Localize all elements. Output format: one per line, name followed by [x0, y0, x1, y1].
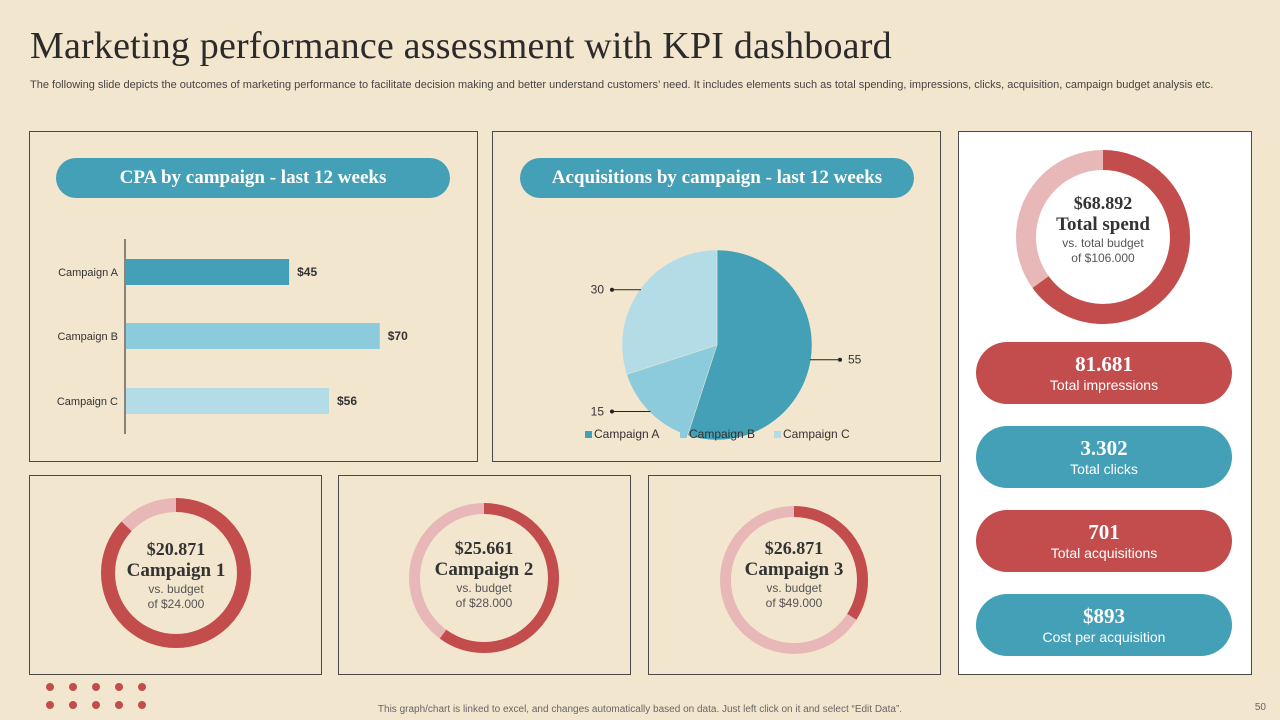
- bar-campaign-b: [126, 323, 380, 349]
- dot-icon: [138, 701, 146, 709]
- stat-total-acquisitions: 701 Total acquisitions: [976, 510, 1232, 572]
- campaign-1-budget: of $24.000: [147, 597, 205, 611]
- acquisitions-panel: Acquisitions by campaign - last 12 weeks…: [492, 131, 941, 462]
- dot-icon: [46, 683, 54, 691]
- stat-value: 81.681: [1075, 352, 1133, 376]
- acquisitions-pie-chart: 55 15 30 Campaign A Campaign B Campaign C: [585, 249, 862, 441]
- donut-progress: [409, 503, 559, 653]
- bar-category-label: Campaign B: [57, 331, 118, 343]
- total-spend-sub2: of $106.000: [1071, 251, 1135, 265]
- stat-label: Cost per acquisition: [1042, 629, 1166, 645]
- pie-leader-dot: [610, 409, 614, 414]
- page-number: 50: [1254, 702, 1266, 713]
- pie-leader-dot: [838, 357, 842, 362]
- dot-icon: [69, 701, 77, 709]
- dot-icon: [92, 701, 100, 709]
- stat-label: Total acquisitions: [1050, 545, 1158, 561]
- campaign-1-ring: [101, 498, 251, 648]
- pie-value-label: 15: [591, 405, 605, 419]
- stat-value: $893: [1083, 604, 1125, 628]
- bar-value-label: $70: [388, 329, 408, 343]
- stat-value: 3.302: [1080, 436, 1128, 460]
- campaign-2-sub1: vs. budget: [456, 581, 512, 595]
- donut-progress: [1016, 150, 1190, 324]
- total-spend-sub1: vs. total budget: [1062, 236, 1144, 250]
- stat-value: 701: [1088, 520, 1120, 544]
- bar-category-label: Campaign A: [58, 267, 119, 279]
- campaign-3-ring: [720, 506, 868, 654]
- campaign-2-ring: [409, 503, 559, 653]
- campaign-1-spend: $20.871: [146, 539, 206, 559]
- donut-progress: [720, 506, 868, 654]
- acquisitions-panel-header: Acquisitions by campaign - last 12 weeks: [520, 158, 914, 198]
- page-subtitle: The following slide depicts the outcomes…: [30, 79, 1214, 91]
- stat-total-impressions: 81.681 Total impressions: [976, 342, 1232, 404]
- campaign-1-panel: $20.871 Campaign 1 vs. budget of $24.000: [29, 475, 322, 675]
- bar-campaign-a: [126, 259, 290, 285]
- dot-icon: [138, 683, 146, 691]
- stat-label: Total clicks: [1070, 461, 1138, 477]
- legend-swatch: [680, 431, 687, 438]
- total-spend-value: $68.892: [1073, 193, 1133, 213]
- dot-icon: [46, 701, 54, 709]
- legend-label: Campaign C: [783, 427, 850, 441]
- campaign-3-sub1: vs. budget: [766, 581, 822, 595]
- pie-value-label: 30: [591, 283, 605, 297]
- decorative-dots: [46, 683, 146, 709]
- bar-value-label: $56: [337, 394, 357, 408]
- campaign-2-name: Campaign 2: [434, 559, 534, 580]
- total-spend-label: Total spend: [1056, 214, 1150, 235]
- campaign-3-budget: of $49.000: [765, 596, 823, 610]
- cpa-panel-header: CPA by campaign - last 12 weeks: [56, 158, 450, 198]
- cpa-bar-chart: Campaign A $45 Campaign B $70 Campaign C $56: [57, 239, 408, 434]
- pie-value-label: 55: [848, 353, 862, 367]
- campaign-2-panel: $25.661 Campaign 2 vs. budget of $28.000: [338, 475, 631, 675]
- bar-value-label: $45: [297, 265, 317, 279]
- total-spend-ring: [1016, 150, 1190, 324]
- campaign-1-sub1: vs. budget: [148, 582, 204, 596]
- legend-label: Campaign A: [594, 427, 659, 441]
- pie-leader-dot: [610, 287, 614, 292]
- stat-cost-per-acquisition: $893 Cost per acquisition: [976, 594, 1232, 656]
- bar-category-label: Campaign C: [57, 396, 118, 408]
- campaign-2-budget: of $28.000: [455, 596, 513, 610]
- campaign-3-name: Campaign 3: [744, 559, 844, 580]
- campaign-3-spend: $26.871: [764, 538, 824, 558]
- total-spend-donut: $68.892 Total spend vs. total budget of …: [1015, 149, 1191, 325]
- pie-slice-campaign-c: [621, 249, 718, 375]
- campaign-2-spend: $25.661: [454, 538, 514, 558]
- campaign-3-panel: $26.871 Campaign 3 vs. budget of $49.000: [648, 475, 941, 675]
- dot-icon: [115, 683, 123, 691]
- stat-total-clicks: 3.302 Total clicks: [976, 426, 1232, 488]
- dot-icon: [69, 683, 77, 691]
- legend-swatch: [585, 431, 592, 438]
- bar-campaign-c: [126, 388, 329, 414]
- dot-icon: [92, 683, 100, 691]
- cpa-panel: CPA by campaign - last 12 weeks Campaign…: [29, 131, 478, 462]
- page-title: Marketing performance assessment with KP…: [30, 25, 892, 67]
- donut-progress: [101, 498, 251, 648]
- stat-label: Total impressions: [1049, 377, 1159, 393]
- footnote: This graph/chart is linked to excel, and…: [377, 704, 903, 715]
- legend-swatch: [774, 431, 781, 438]
- dot-icon: [115, 701, 123, 709]
- legend-label: Campaign B: [689, 427, 755, 441]
- campaign-1-name: Campaign 1: [126, 560, 226, 581]
